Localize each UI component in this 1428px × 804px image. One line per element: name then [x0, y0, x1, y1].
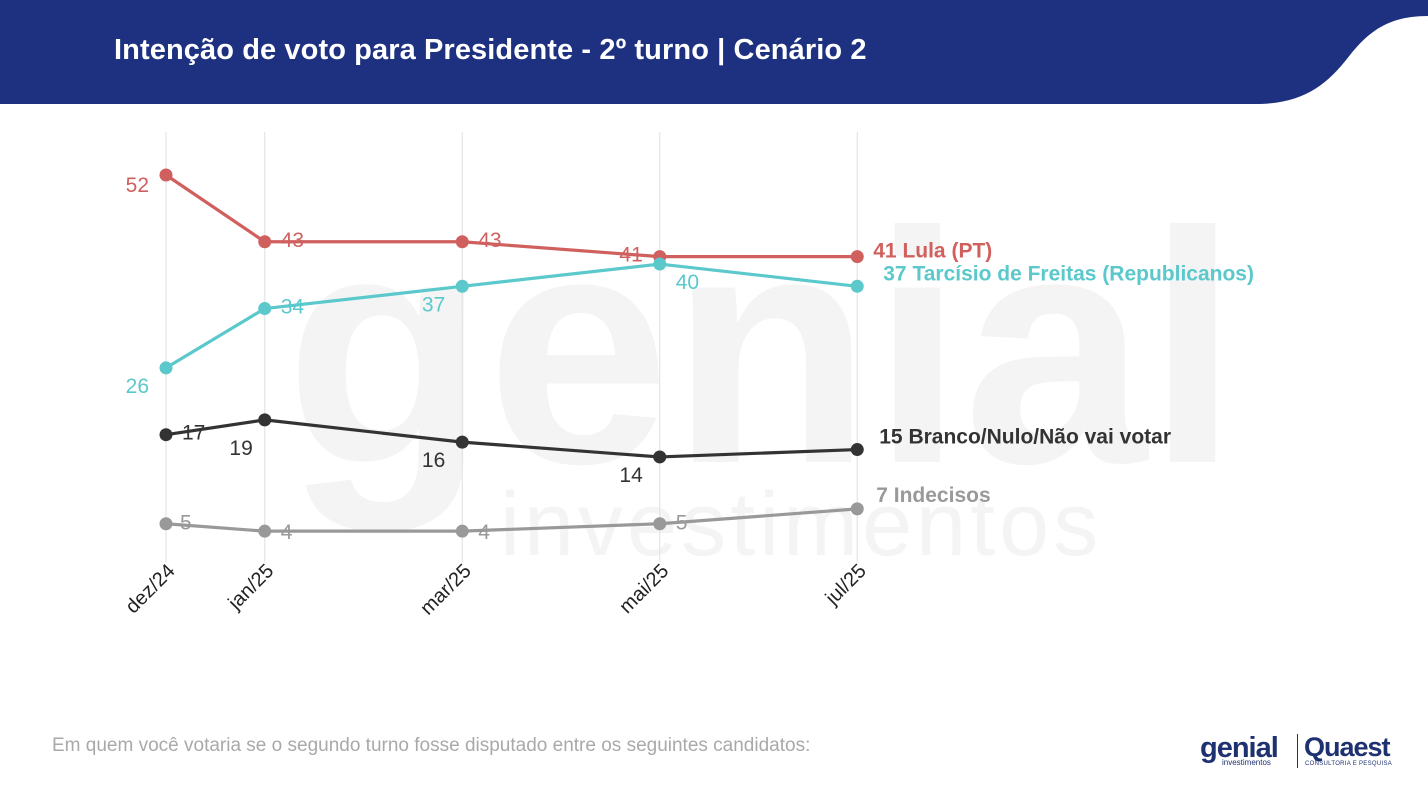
watermark-main: genial	[285, 163, 1239, 534]
data-label: 41	[619, 244, 642, 267]
data-labels: 52 43 43 41 41 Lula (PT) 26 34 37 40 37 Tarcísio …	[126, 174, 1254, 544]
data-point	[850, 279, 864, 293]
data-point	[850, 443, 864, 457]
data-point	[653, 257, 667, 271]
x-tick-label: mai/25	[615, 560, 673, 618]
x-tick-label: jan/25	[223, 560, 278, 615]
quaest-logo: Quaest	[1304, 732, 1391, 762]
data-point	[653, 450, 667, 464]
data-label: 19	[229, 437, 252, 460]
data-label: 37	[422, 293, 445, 316]
x-tick-label: dez/24	[122, 560, 180, 618]
data-point	[455, 524, 469, 538]
data-point	[159, 428, 173, 442]
data-point	[653, 517, 667, 531]
series-line	[165, 262, 858, 370]
grid	[165, 132, 858, 562]
series-1	[159, 257, 864, 375]
footnote: Em quem você votaria se o segundo turno …	[52, 735, 811, 756]
data-point	[159, 517, 173, 531]
data-point	[455, 235, 469, 249]
x-tick-label: jul/25	[821, 560, 871, 610]
data-point	[258, 524, 272, 538]
data-label: 26	[126, 375, 149, 398]
data-label: 4	[478, 521, 490, 544]
series-3	[159, 502, 864, 538]
x-tick-label: mar/25	[416, 560, 476, 620]
data-label: 40	[676, 271, 699, 294]
series-line	[165, 418, 858, 459]
data-point	[258, 235, 272, 249]
data-label: 16	[422, 449, 445, 472]
data-label: 14	[619, 464, 643, 487]
header-banner	[0, 0, 1428, 104]
data-label: 52	[126, 174, 149, 197]
logo-separator	[1297, 734, 1298, 768]
data-label: 43	[478, 229, 501, 252]
page-title: Intenção de voto para Presidente - 2º tu…	[114, 34, 867, 66]
data-point	[258, 302, 272, 316]
data-label: 5	[676, 512, 688, 535]
genial-logo-sub: investimentos	[1222, 758, 1271, 767]
data-point	[258, 413, 272, 427]
series-group	[159, 168, 864, 538]
header-background	[0, 0, 1428, 104]
data-label: 4	[281, 521, 293, 544]
data-point	[850, 502, 864, 516]
data-point	[159, 168, 173, 182]
logo-area: genial investimentos Quaest CONSULTORIA …	[1196, 728, 1401, 774]
x-axis: dez/24 jan/25 mar/25 mai/25 jul/25	[122, 560, 871, 620]
data-point	[159, 361, 173, 375]
genial-logo: genial	[1200, 732, 1279, 764]
quaest-logo-sub: CONSULTORIA E PESQUISA	[1305, 761, 1393, 767]
series-2	[159, 413, 864, 464]
series-end-label: 15 Branco/Nulo/Não vai votar	[879, 426, 1171, 449]
data-label: 17	[182, 422, 205, 445]
data-point	[455, 435, 469, 449]
data-label: 34	[281, 296, 305, 319]
data-point	[455, 279, 469, 293]
data-label: 5	[180, 512, 192, 535]
data-point	[850, 250, 864, 264]
series-end-label: 7 Indecisos	[876, 484, 990, 507]
series-end-label: 41 Lula (PT)	[873, 240, 992, 263]
series-end-label: 37 Tarcísio de Freitas (Republicanos)	[883, 262, 1254, 285]
data-label: 43	[281, 229, 304, 252]
